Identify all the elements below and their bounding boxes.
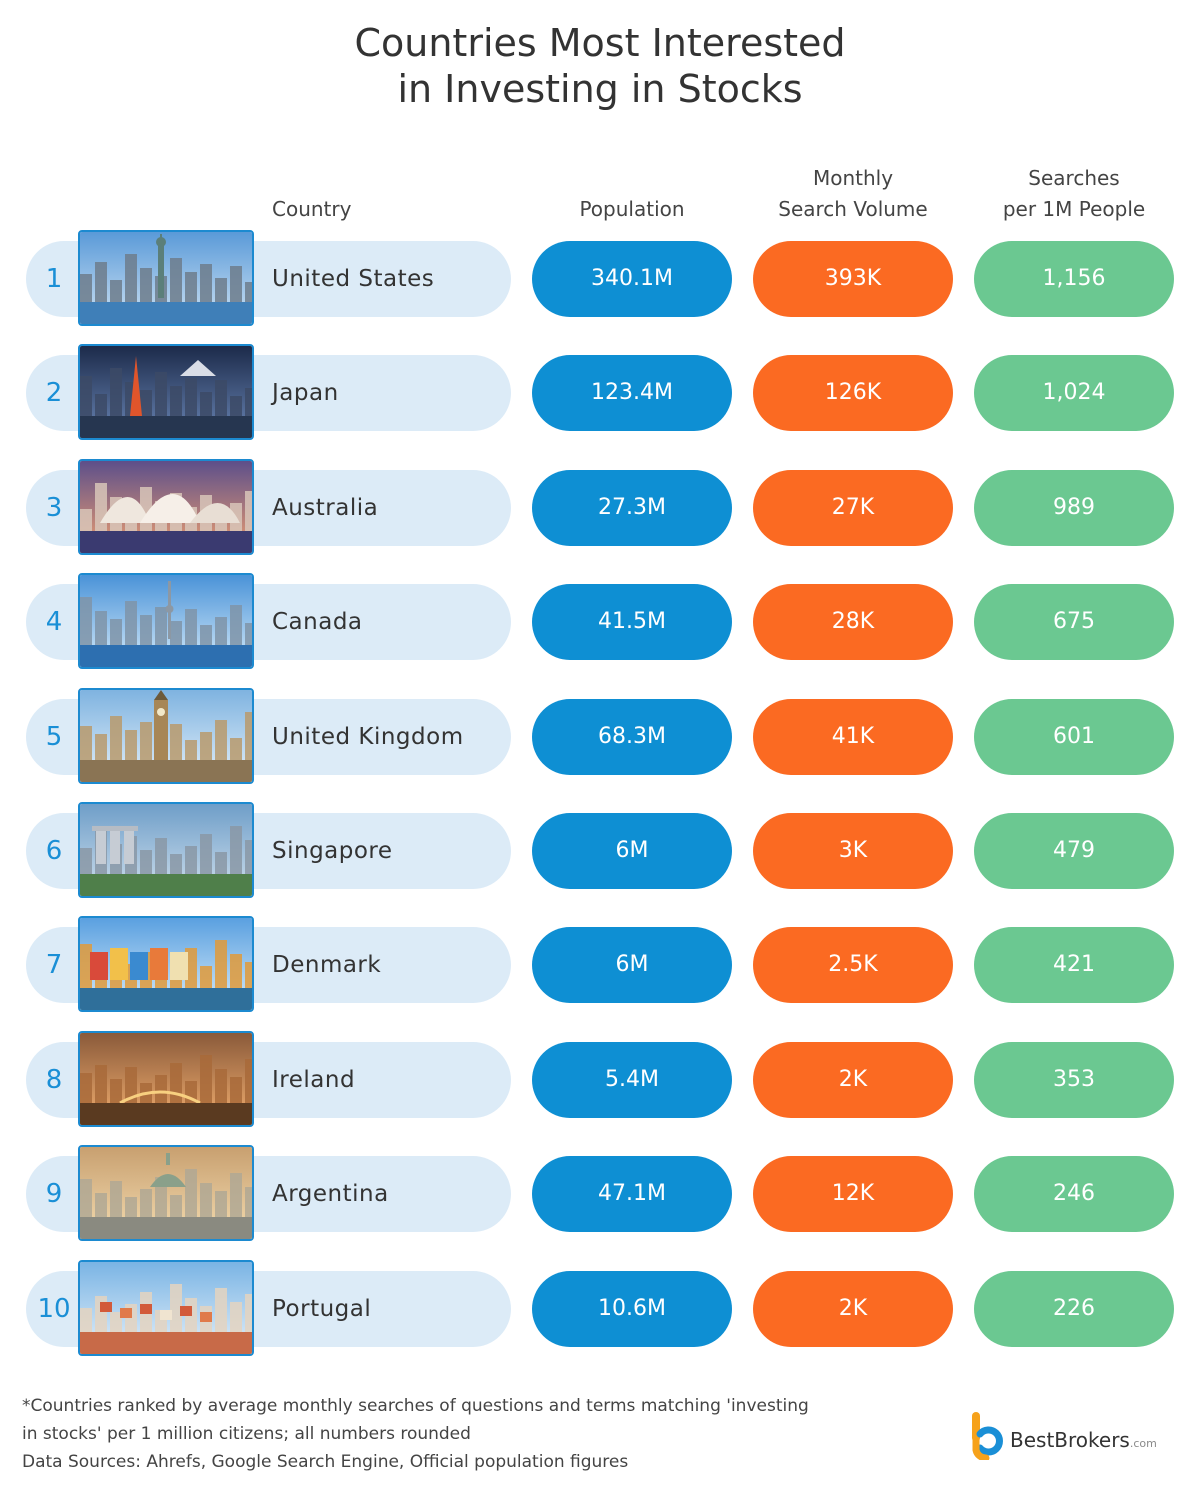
rank-number: 9	[45, 1179, 63, 1209]
table-row: 1 United States 340.1M 393K 1,156	[0, 230, 1200, 328]
rank-number: 10	[37, 1294, 71, 1324]
header-country: Country	[272, 197, 352, 221]
searches-per-1m-value: 479	[974, 813, 1174, 889]
brand-suffix: .com	[1129, 1437, 1157, 1450]
monthly-search-volume-value: 126K	[753, 355, 953, 431]
footnote: *Countries ranked by average monthly sea…	[22, 1392, 809, 1476]
country-name: United States	[272, 266, 435, 292]
bestbrokers-logo: BestBrokers.com	[970, 1412, 1180, 1460]
dublin-river-icon	[78, 1031, 254, 1127]
rank-number: 4	[45, 607, 63, 637]
population-value: 47.1M	[532, 1156, 732, 1232]
searches-per-1m-value: 989	[974, 470, 1174, 546]
table-row: 5 United Kingdom 68.3M 41K 601	[0, 688, 1200, 786]
chart-title: Countries Most Interested in Investing i…	[0, 20, 1200, 112]
footnote-line-1: *Countries ranked by average monthly sea…	[22, 1396, 809, 1416]
rank-number: 6	[45, 836, 63, 866]
country-name: Portugal	[272, 1296, 372, 1322]
searches-per-1m-value: 246	[974, 1156, 1174, 1232]
searches-per-1m-value: 421	[974, 927, 1174, 1003]
table-row: 8 Ireland 5.4M 2K 353	[0, 1031, 1200, 1129]
marina-bay-icon	[78, 802, 254, 898]
country-name: Denmark	[272, 952, 382, 978]
footnote-line-2: in stocks' per 1 million citizens; all n…	[22, 1424, 471, 1444]
searches-per-1m-value: 1,024	[974, 355, 1174, 431]
chart-title-line-2: in Investing in Stocks	[397, 67, 803, 111]
searches-per-1m-value: 1,156	[974, 241, 1174, 317]
searches-per-1m-value: 353	[974, 1042, 1174, 1118]
searches-per-1m-value: 675	[974, 584, 1174, 660]
monthly-search-volume-value: 393K	[753, 241, 953, 317]
table-row: 3 Australia 27.3M 27K 989	[0, 459, 1200, 557]
monthly-search-volume-value: 2.5K	[753, 927, 953, 1003]
bestbrokers-logo-icon	[972, 1412, 1003, 1460]
monthly-search-volume-value: 3K	[753, 813, 953, 889]
rank-number: 8	[45, 1065, 63, 1095]
table-row: 2 Japan 123.4M 126K 1,024	[0, 344, 1200, 442]
sydney-opera-house-icon	[78, 459, 254, 555]
country-name: Canada	[272, 609, 363, 635]
rank-number: 3	[45, 493, 63, 523]
monthly-search-volume-value: 12K	[753, 1156, 953, 1232]
population-value: 27.3M	[532, 470, 732, 546]
footnote-line-3: Data Sources: Ahrefs, Google Search Engi…	[22, 1452, 629, 1472]
toronto-skyline-icon	[78, 573, 254, 669]
population-value: 6M	[532, 813, 732, 889]
table-row: 6 Singapore 6M 3K 479	[0, 802, 1200, 900]
buenos-aires-icon	[78, 1145, 254, 1241]
country-name: Argentina	[272, 1181, 389, 1207]
country-name: Australia	[272, 495, 379, 521]
population-value: 5.4M	[532, 1042, 732, 1118]
header-population: Population	[579, 197, 685, 221]
population-value: 68.3M	[532, 699, 732, 775]
population-value: 41.5M	[532, 584, 732, 660]
population-value: 340.1M	[532, 241, 732, 317]
lisbon-hillside-icon	[78, 1260, 254, 1356]
country-name: United Kingdom	[272, 724, 464, 750]
chart-title-line-1: Countries Most Interested	[354, 21, 846, 65]
country-name: Japan	[272, 380, 339, 406]
nyhavn-icon	[78, 916, 254, 1012]
table-row: 7 Denmark 6M 2.5K 421	[0, 916, 1200, 1014]
country-name: Ireland	[272, 1067, 356, 1093]
header-searches-per-1m: Searches per 1M People	[1002, 166, 1146, 221]
searches-per-1m-value: 601	[974, 699, 1174, 775]
table-row: 9 Argentina 47.1M 12K 246	[0, 1145, 1200, 1243]
monthly-search-volume-value: 27K	[753, 470, 953, 546]
monthly-search-volume-value: 28K	[753, 584, 953, 660]
country-name: Singapore	[272, 838, 393, 864]
table-row: 4 Canada 41.5M 28K 675	[0, 573, 1200, 671]
rank-number: 2	[45, 378, 63, 408]
header-monthly-search-volume: Monthly Search Volume	[778, 166, 928, 221]
rank-number: 1	[45, 264, 63, 294]
big-ben-icon	[78, 688, 254, 784]
rank-number: 7	[45, 950, 63, 980]
statue-of-liberty-icon	[78, 230, 254, 326]
brand-name: BestBrokers	[1010, 1428, 1130, 1452]
population-value: 10.6M	[532, 1271, 732, 1347]
table-row: 10 Portugal 10.6M 2K 226	[0, 1260, 1200, 1358]
searches-per-1m-value: 226	[974, 1271, 1174, 1347]
rank-number: 5	[45, 722, 63, 752]
monthly-search-volume-value: 2K	[753, 1271, 953, 1347]
tokyo-skyline-icon	[78, 344, 254, 440]
monthly-search-volume-value: 2K	[753, 1042, 953, 1118]
population-value: 6M	[532, 927, 732, 1003]
population-value: 123.4M	[532, 355, 732, 431]
monthly-search-volume-value: 41K	[753, 699, 953, 775]
